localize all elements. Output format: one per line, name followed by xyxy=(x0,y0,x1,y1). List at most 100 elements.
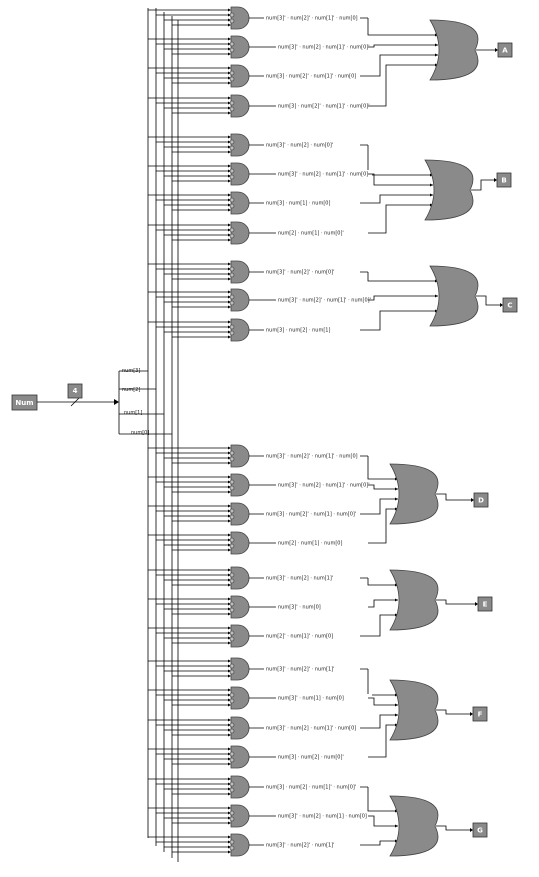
input-arrow xyxy=(228,490,231,494)
input-arrow xyxy=(228,659,231,663)
inverter-bubble xyxy=(229,630,235,636)
input-arrow xyxy=(228,718,231,722)
input-arrow xyxy=(228,723,231,727)
and-gate xyxy=(230,162,250,186)
output-wire xyxy=(436,709,470,715)
input-arrow xyxy=(228,573,231,577)
term-label: num[3]' · num[1] · num[0] xyxy=(278,696,344,702)
term-label: num[3] · num[2] · num[1]' · num[0]' xyxy=(266,785,356,791)
inverter-bubble xyxy=(229,18,235,24)
or-input-wire xyxy=(368,508,398,544)
and-gate xyxy=(230,531,250,555)
or-gate xyxy=(389,463,439,525)
inverter-bubble xyxy=(229,76,235,82)
and-gate xyxy=(230,133,250,157)
inverter-bubble xyxy=(229,698,235,704)
and-gate xyxy=(230,657,250,681)
input-arrow xyxy=(228,238,231,242)
term-label-bg xyxy=(276,102,372,109)
input-arrow xyxy=(228,757,231,761)
input-arrow xyxy=(430,183,433,187)
input-arrow xyxy=(228,23,231,27)
term-label-bg xyxy=(264,14,360,21)
input-arrow xyxy=(228,664,231,668)
inverter-bubble xyxy=(229,601,235,607)
output-group-a: num[3]' · num[2]' · num[1]' · num[0] num[… xyxy=(148,6,513,118)
or-input-wire xyxy=(368,599,398,608)
input-arrow xyxy=(395,824,398,828)
and-gate xyxy=(230,686,250,710)
inverter-bubble xyxy=(229,139,235,145)
inverter-bubble xyxy=(229,578,235,584)
term-label-bg xyxy=(264,326,360,333)
inverter-bubble xyxy=(229,106,235,112)
and-gate xyxy=(230,35,250,59)
or-input-wire xyxy=(368,614,398,637)
and-gate xyxy=(230,745,250,769)
input-arrow xyxy=(228,456,231,460)
input-arrow xyxy=(228,821,231,825)
inverter-bubble xyxy=(229,266,235,272)
term-label: num[3] · num[2]' · num[1]' · num[0] xyxy=(266,74,356,80)
and-gate xyxy=(230,444,250,468)
inverter-bubble xyxy=(229,537,235,543)
or-input-wire xyxy=(367,578,398,586)
and-gate xyxy=(230,318,250,342)
and-gate xyxy=(230,221,250,245)
input-arrow xyxy=(228,845,231,849)
output-label-e: E xyxy=(483,601,488,609)
or-input-wire xyxy=(368,194,433,204)
output-label-f: F xyxy=(478,711,483,719)
input-arrow xyxy=(228,626,231,630)
inverter-bubble xyxy=(229,47,235,53)
output-group-c: num[3]' · num[2]' · num[0]' num[3]' · num… xyxy=(148,260,518,342)
output-box-f xyxy=(472,706,488,722)
output-arrow xyxy=(471,498,474,502)
input-arrow xyxy=(435,294,438,298)
output-arrow xyxy=(470,712,473,716)
input-arrow xyxy=(228,325,231,329)
input-arrow xyxy=(228,106,231,110)
inverter-bubble xyxy=(229,324,235,330)
or-input-wire xyxy=(368,724,398,758)
term-label-bg xyxy=(276,812,372,819)
or-input-wire xyxy=(367,18,438,36)
term-label-bg xyxy=(264,72,360,79)
output-label-d: D xyxy=(478,497,484,505)
inverter-bubble xyxy=(229,233,235,239)
term-label-bg xyxy=(264,452,360,459)
inverter-bubble xyxy=(229,751,235,757)
inverter-bubble xyxy=(229,816,235,822)
input-arrow xyxy=(228,451,231,455)
output-wire xyxy=(471,179,494,191)
and-gate xyxy=(230,191,250,215)
inverter-bubble xyxy=(229,227,235,233)
input-arrow xyxy=(228,816,231,820)
inverter-bubble xyxy=(229,100,235,106)
output-group-b: num[3]' · num[2] · num[0]' num[3]' · num[… xyxy=(148,133,512,245)
input-arrow xyxy=(228,179,231,183)
input-arrow xyxy=(228,305,231,309)
input-arrow xyxy=(228,602,231,606)
term-label-bg xyxy=(276,229,372,236)
and-gate xyxy=(230,566,250,590)
bus-width-label: 4 xyxy=(73,387,78,395)
output-box-a xyxy=(497,42,513,58)
inverter-bubble xyxy=(229,572,235,578)
or-gate xyxy=(389,795,439,857)
and-gate xyxy=(230,624,250,648)
input-arrow xyxy=(228,233,231,237)
inverter-bubble xyxy=(229,300,235,306)
inverter-bubble xyxy=(229,839,235,845)
inverter-bubble xyxy=(229,203,235,209)
input-arrow xyxy=(228,583,231,587)
and-gate xyxy=(230,473,250,497)
input-arrow xyxy=(228,330,231,334)
input-arrow xyxy=(228,277,231,281)
term-label: num[3]' · num[2]' · num[1]' · num[0] xyxy=(266,16,358,22)
inverter-bubble xyxy=(229,41,235,47)
input-arrow xyxy=(228,145,231,149)
input-arrow xyxy=(228,446,231,450)
input-arrow xyxy=(228,320,231,324)
term-label-bg xyxy=(264,268,360,275)
